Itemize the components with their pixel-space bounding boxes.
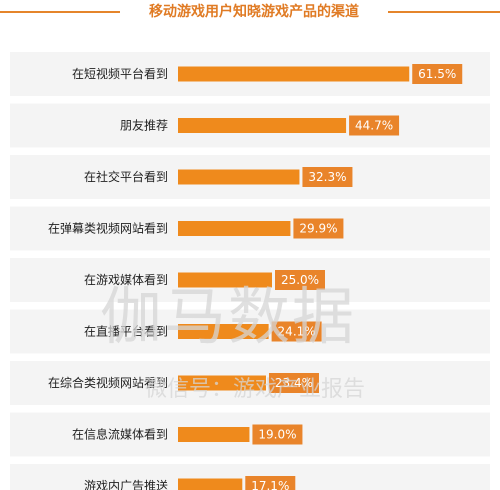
value-label: 19.0% — [258, 428, 296, 442]
value-label: 44.7% — [355, 119, 393, 133]
title-rule-left — [0, 11, 120, 13]
value-label: 23.4% — [275, 376, 313, 390]
bar — [178, 427, 250, 442]
bar — [178, 169, 300, 185]
value-label: 25.0% — [281, 273, 319, 287]
category-label: 在直播平台看到 — [84, 324, 168, 339]
bar — [178, 324, 269, 339]
value-label: 17.1% — [251, 479, 289, 490]
value-label: 61.5% — [418, 67, 456, 81]
value-label: 24.1% — [278, 325, 316, 339]
category-label: 在信息流媒体看到 — [72, 427, 168, 442]
row-band — [10, 412, 490, 457]
value-label-box — [268, 373, 319, 393]
category-label: 游戏内广告推送 — [84, 478, 168, 490]
value-label-box — [245, 476, 296, 490]
value-label-box — [412, 64, 463, 84]
value-label-box — [349, 115, 400, 136]
value-label-box — [252, 424, 303, 445]
value-label-box — [275, 270, 325, 290]
value-label: 32.3% — [308, 170, 346, 184]
category-label: 在游戏媒体看到 — [84, 273, 168, 287]
bar — [178, 221, 291, 236]
chart-title: 移动游戏用户知晓游戏产品的渠道 — [149, 4, 359, 20]
bar — [178, 272, 272, 288]
bar — [178, 478, 243, 490]
bar — [178, 375, 266, 391]
category-label: 在综合类视频网站看到 — [48, 375, 168, 390]
category-label: 在短视频平台看到 — [72, 66, 168, 81]
bar — [178, 118, 347, 133]
value-label: 29.9% — [299, 222, 337, 236]
title-rule-right — [388, 11, 500, 13]
value-label-box — [293, 218, 344, 239]
value-label-box — [302, 167, 353, 187]
category-label: 在弹幕类视频网站看到 — [48, 221, 168, 236]
value-label-box — [271, 321, 322, 342]
chart-title-bar: 移动游戏用户知晓游戏产品的渠道 — [0, 0, 500, 24]
category-label: 在社交平台看到 — [84, 169, 168, 184]
category-label: 朋友推荐 — [120, 119, 168, 133]
bar — [178, 66, 410, 82]
